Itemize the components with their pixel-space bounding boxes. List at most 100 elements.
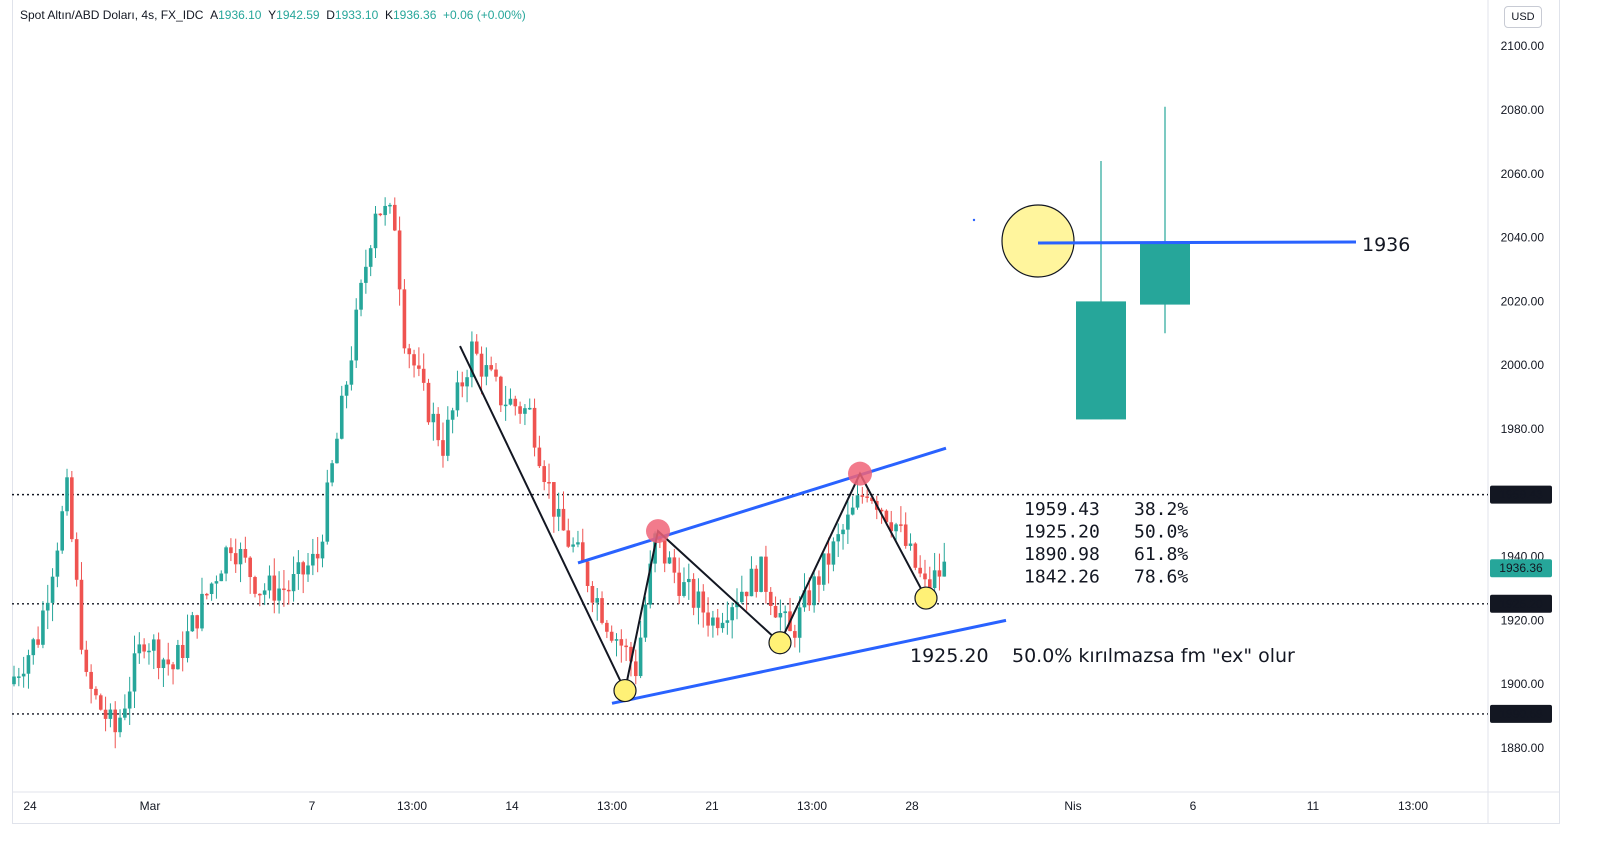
fib-price-label: 1959.43 [1024,499,1100,520]
candle-body [195,615,199,629]
open-value: 1936.10 [218,8,262,22]
candle-body [253,577,257,594]
currency-button[interactable]: USD [1504,6,1542,28]
candle-body [460,382,465,387]
candle-body [84,649,89,672]
candle-body [884,510,889,523]
candle-body [624,645,628,648]
candle-body [36,639,40,645]
candle-body [330,463,334,483]
candle-body [937,570,942,577]
time-tick-label: 28 [905,799,919,813]
candle-body [108,709,113,719]
candle-body [359,282,363,310]
candle-body [580,542,585,562]
close-value: 1936.36 [392,8,437,22]
candle-body [470,341,474,378]
candle-body [633,661,638,677]
candle-body [918,567,922,574]
candle-body [339,395,344,439]
candle-body [667,557,672,564]
level-price-badge [1490,485,1552,504]
candle-body [720,622,725,629]
candle-body [923,573,927,580]
level-price-badge [1490,594,1552,613]
time-tick-label: 21 [705,799,719,813]
fib-price-label: 1890.98 [1024,544,1100,565]
candle-body [156,639,161,669]
candle-body [730,607,734,621]
candle-body [903,524,908,546]
candle-body [831,541,836,565]
candle-body [258,593,262,596]
candle-body [860,495,865,497]
candle-body [749,568,754,597]
candle-body [600,598,604,623]
candle-body [205,593,209,596]
candle-body [648,563,653,605]
candle-body [214,581,219,584]
fib-percent-label: 38.2% [1134,499,1188,520]
candle-body [682,582,686,596]
candle-body [70,477,74,540]
candle-body [354,309,359,361]
candle-body [65,477,69,512]
price-tick-label: 2060.00 [1501,167,1545,181]
candle-body [388,204,392,207]
low-label: D [326,8,335,22]
price-tick-label: 1900.00 [1501,677,1545,691]
candle-body [793,631,797,638]
candle-body [740,591,744,603]
candle-body [364,266,368,283]
candle-body [696,591,701,608]
time-tick-label: 24 [23,799,37,813]
price-tick-label: 2100.00 [1501,39,1545,53]
candle-body [619,639,624,646]
zoom-candle-body [1140,243,1190,305]
candle-body [764,556,768,592]
candle-body [841,529,845,535]
candle-body [248,557,252,578]
candle-body [45,602,50,611]
candle-body [426,382,431,423]
level-price-label: 1959.43 [1499,488,1543,502]
candle-body [407,348,412,355]
candle-body [499,376,503,406]
candle-body [41,610,45,645]
candle-body [219,573,224,582]
candle-body [870,497,874,502]
candle-body [171,664,175,670]
candle-body [855,495,860,508]
candle-body [21,673,26,677]
candle-body [677,572,681,596]
candle-body [513,398,518,407]
candle-body [306,565,310,575]
candle-body [566,530,571,547]
candle-body [98,695,103,710]
candle-body [417,365,421,369]
price-tick-label: 1980.00 [1501,422,1545,436]
time-tick-label: 14 [505,799,519,813]
time-tick-label: 13:00 [1398,799,1428,813]
level-price-badge [1490,704,1552,723]
candle-body [894,524,898,532]
candle-body [335,438,339,464]
candle-body [802,590,807,608]
candle-body [291,574,296,592]
candle-body [397,230,402,290]
candle-body [465,377,469,387]
candle-body [706,612,710,626]
candle-body [662,540,667,564]
candle-body [296,562,301,575]
pivot-low-marker [914,586,938,610]
zoom-level-label: 1936 [1362,234,1410,256]
candle-body [865,496,869,498]
candle-body [797,607,802,638]
candle-body [450,410,455,420]
candle-body [725,620,730,623]
candle-body [556,508,561,517]
candle-body [879,509,884,512]
candle-body [609,631,614,641]
candle-body [282,588,286,591]
